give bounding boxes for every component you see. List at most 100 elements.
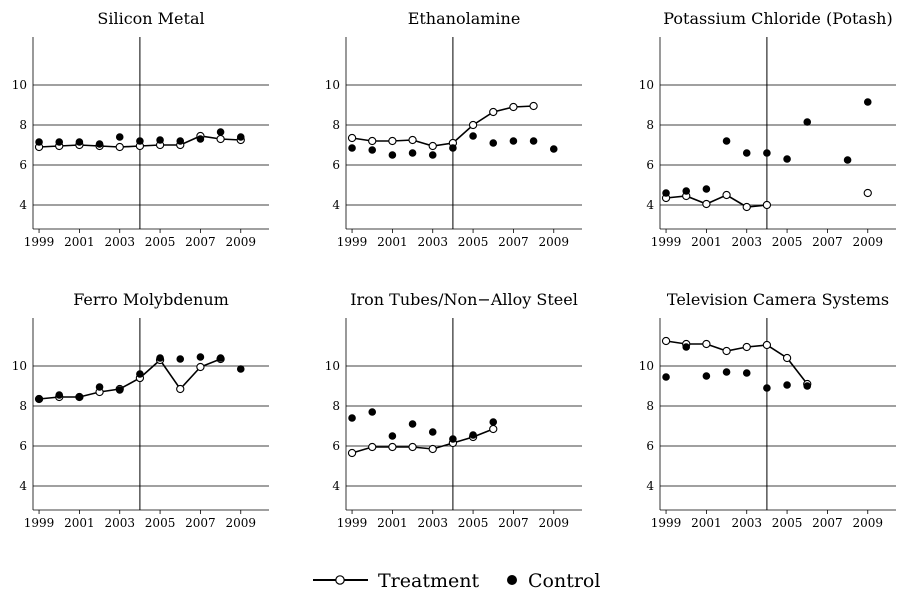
control-point — [95, 140, 104, 148]
control-point — [35, 395, 43, 403]
control-point — [388, 151, 397, 159]
control-point — [662, 189, 670, 197]
treatment-point — [388, 136, 397, 146]
control-point — [115, 133, 124, 141]
x-tick-label: 2009 — [225, 516, 256, 530]
treatment-point — [742, 342, 751, 352]
treatment-point — [702, 339, 711, 349]
control-point — [469, 132, 477, 140]
y-tick-label: 4 — [646, 198, 654, 212]
panel-2: Potassium Chloride (Potash) 4 6 8 10 1999 2001… — [639, 9, 896, 249]
treatment-line — [38, 358, 221, 400]
y-tick-label: 4 — [332, 198, 340, 212]
control-point — [763, 149, 771, 157]
control-point — [529, 137, 538, 145]
x-tick-label: 2005 — [772, 516, 803, 530]
panels: Silicon Metal 4 6 8 10 1999 2001 2003 2005 2007 20… — [12, 9, 896, 530]
control-point — [449, 435, 457, 443]
control-point — [156, 136, 164, 144]
x-tick-label: 2001 — [64, 235, 95, 249]
control-point — [136, 370, 144, 378]
x-tick-label: 2003 — [731, 516, 762, 530]
x-tick-label: 2007 — [812, 235, 843, 249]
control-point — [176, 355, 185, 363]
control-point — [803, 118, 812, 126]
control-point — [408, 420, 417, 428]
panel-title: Potassium Chloride (Potash) — [663, 9, 892, 28]
control-point — [843, 156, 852, 164]
treatment-point — [489, 107, 498, 117]
treatment-point — [742, 202, 751, 212]
legend-control-marker — [507, 575, 517, 585]
treatment-point — [347, 448, 357, 458]
treatment-point — [782, 353, 792, 363]
control-point — [549, 145, 558, 153]
y-tick-label: 6 — [646, 439, 654, 453]
treatment-point — [468, 120, 478, 130]
control-point — [75, 393, 84, 401]
control-point — [348, 144, 356, 152]
x-tick-label: 1999 — [651, 235, 682, 249]
control-point — [196, 353, 205, 361]
control-point — [428, 151, 437, 159]
treatment-point — [489, 424, 498, 434]
control-point — [408, 149, 417, 157]
y-tick-label: 8 — [646, 118, 654, 132]
x-tick-label: 2003 — [731, 235, 762, 249]
treatment-point — [762, 200, 772, 210]
control-point — [216, 354, 225, 362]
control-point — [368, 408, 377, 416]
legend-treatment-marker — [335, 575, 345, 585]
x-tick-label: 2009 — [852, 235, 883, 249]
y-tick-label: 4 — [332, 479, 340, 493]
treatment-point — [216, 134, 225, 144]
panel-title: Ferro Molybdenum — [73, 290, 229, 309]
treatment-point — [196, 362, 205, 372]
control-point — [702, 185, 711, 193]
x-tick-label: 2003 — [104, 235, 135, 249]
panel-1: Ethanolamine 4 6 8 10 1999 2001 2003 2005 2007 200… — [325, 9, 582, 249]
panel-title: Television Camera Systems — [667, 290, 889, 309]
control-point — [55, 391, 64, 399]
y-tick-label: 6 — [332, 439, 340, 453]
y-tick-label: 6 — [332, 158, 340, 172]
control-point — [742, 369, 751, 377]
y-tick-label: 10 — [325, 359, 340, 373]
control-point — [763, 384, 771, 392]
y-tick-label: 10 — [12, 359, 27, 373]
control-point — [783, 381, 791, 389]
x-tick-label: 2009 — [225, 235, 256, 249]
y-tick-label: 8 — [646, 399, 654, 413]
control-point — [115, 386, 124, 394]
x-tick-label: 2005 — [145, 235, 176, 249]
treatment-point — [762, 340, 772, 350]
control-point — [489, 139, 498, 147]
y-tick-label: 8 — [19, 118, 27, 132]
y-tick-label: 10 — [639, 359, 654, 373]
x-tick-label: 2009 — [538, 235, 569, 249]
x-tick-label: 1999 — [651, 516, 682, 530]
x-tick-label: 2009 — [538, 516, 569, 530]
control-point — [803, 382, 812, 390]
x-tick-label: 2007 — [185, 235, 216, 249]
x-tick-label: 2009 — [852, 516, 883, 530]
x-tick-label: 2003 — [417, 235, 448, 249]
treatment-point — [661, 336, 671, 346]
control-point — [176, 137, 185, 145]
control-point — [509, 137, 518, 145]
legend: Treatment Control — [313, 570, 600, 592]
x-tick-label: 2001 — [377, 235, 408, 249]
control-point — [742, 149, 751, 157]
x-tick-label: 1999 — [337, 235, 368, 249]
control-point — [75, 138, 84, 146]
control-point — [662, 373, 670, 381]
x-tick-label: 1999 — [24, 516, 55, 530]
control-point — [702, 372, 711, 380]
panel-5: Television Camera Systems 4 6 8 10 1999 2001 20… — [639, 290, 896, 530]
control-point — [55, 138, 64, 146]
panel-title: Ethanolamine — [408, 9, 521, 28]
y-tick-label: 6 — [646, 158, 654, 172]
legend-treatment-label: Treatment — [378, 570, 479, 592]
treatment-point — [529, 101, 538, 111]
